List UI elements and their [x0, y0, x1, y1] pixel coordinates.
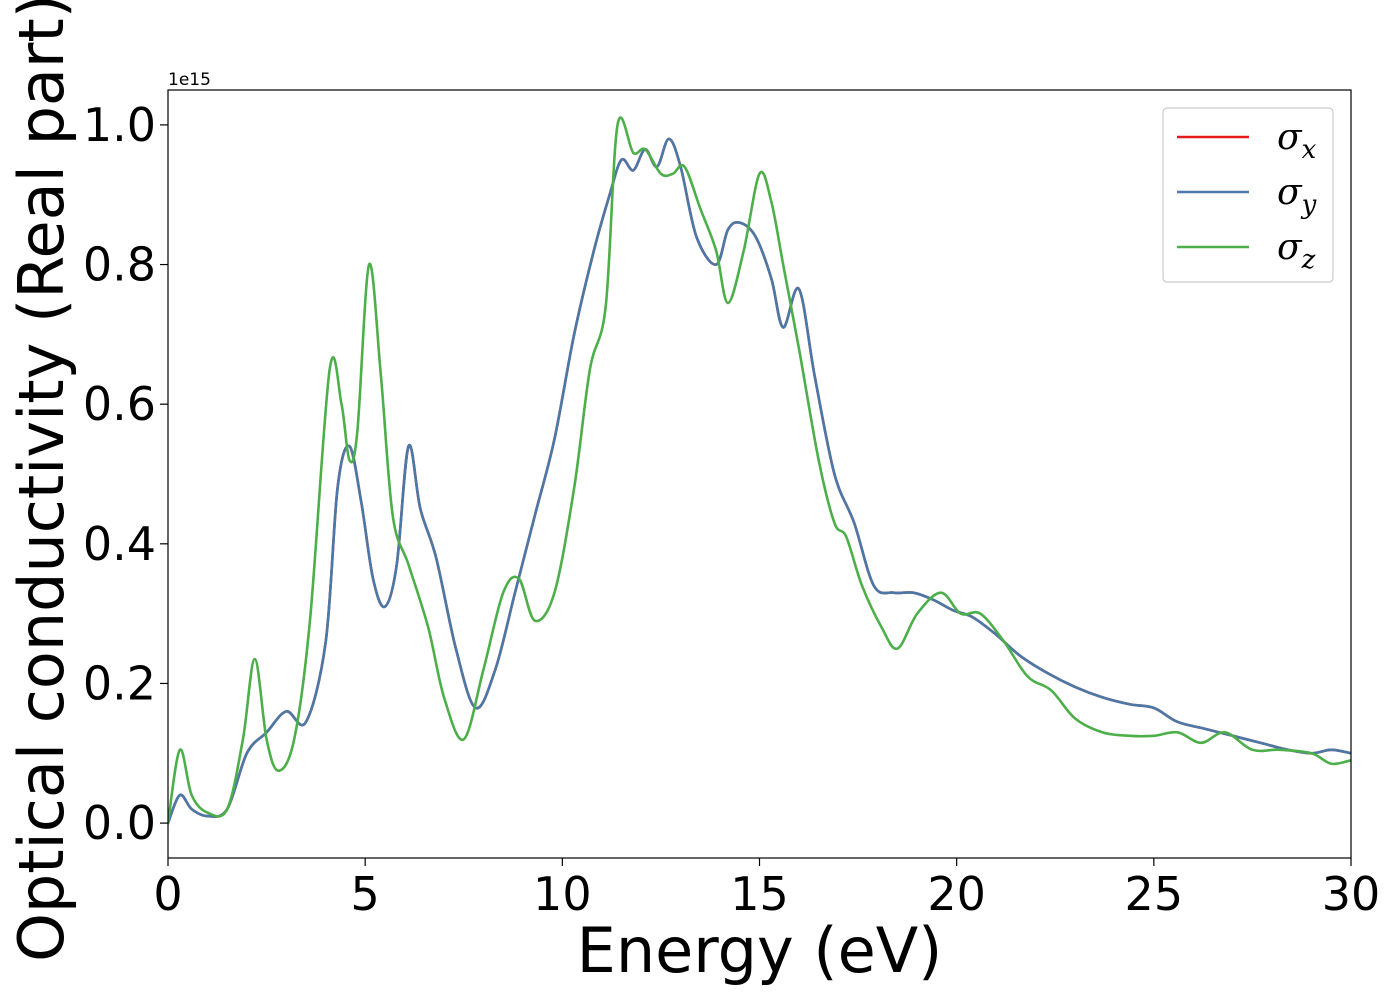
- x-tick-label: 10: [533, 867, 592, 921]
- y-tick-label: 0.8: [83, 238, 156, 292]
- series-line-sigma-y: [168, 137, 1351, 825]
- y-tick-label: 0.6: [83, 377, 156, 431]
- y-axis-ticks: 0.0 0.2 0.4 0.6 0.8 1.0: [83, 98, 168, 850]
- x-tick-label: 25: [1125, 867, 1184, 921]
- y-axis-label: Optical conductivity (Real part): [5, 0, 78, 962]
- legend-item-sigma-x: σx: [1177, 117, 1317, 165]
- series-line-sigma-z: [168, 116, 1351, 825]
- legend-box: [1162, 107, 1334, 283]
- x-tick-label: 0: [153, 867, 182, 921]
- y-tick-label: 0.4: [83, 517, 156, 571]
- legend-label: σx: [1277, 117, 1317, 165]
- series-layer: [168, 116, 1351, 825]
- legend-label: σz: [1277, 227, 1316, 275]
- y-tick-label: 0.2: [83, 656, 156, 710]
- y-tick-label: 1.0: [83, 98, 156, 152]
- x-axis-label: Energy (eV): [577, 914, 943, 987]
- x-tick-label: 15: [730, 867, 789, 921]
- legend-item-sigma-y: σy: [1177, 172, 1317, 220]
- y-axis-offset-label: 1e15: [168, 70, 211, 90]
- legend-label: σy: [1277, 172, 1317, 220]
- legend: σx σy σz: [1162, 107, 1334, 283]
- x-tick-label: 5: [351, 867, 380, 921]
- x-tick-label: 20: [927, 867, 986, 921]
- legend-item-sigma-z: σz: [1177, 227, 1316, 275]
- x-tick-label: 30: [1322, 867, 1381, 921]
- y-tick-label: 0.0: [83, 796, 156, 850]
- x-axis-ticks: 0 5 10 15 20 25 30: [153, 858, 1380, 921]
